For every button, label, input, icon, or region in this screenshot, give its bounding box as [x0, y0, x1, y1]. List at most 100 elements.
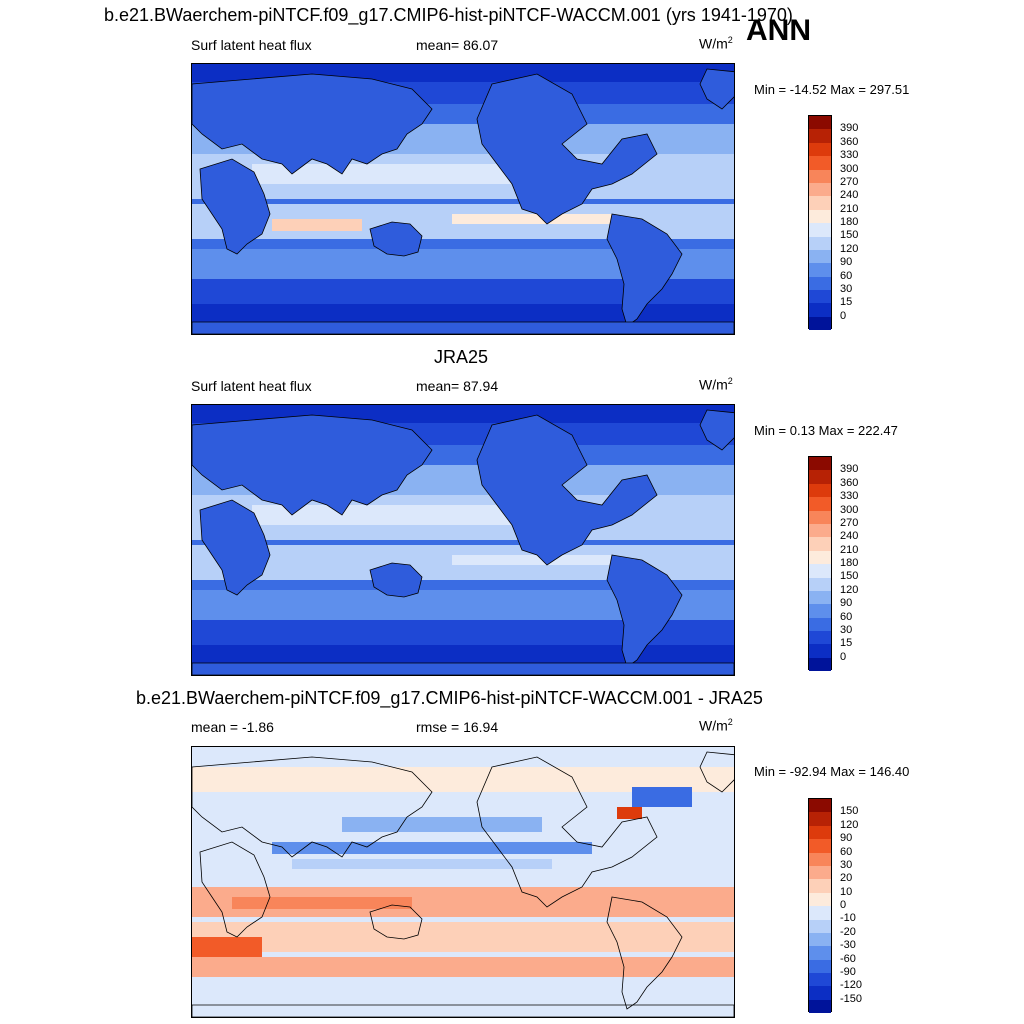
colorbar-swatch [809, 483, 831, 498]
colorbar-tick-label: 270 [840, 516, 859, 529]
colorbar-swatch [809, 510, 831, 524]
colorbar-swatch [809, 799, 831, 813]
panel-2-colorbar [808, 456, 832, 672]
colorbar-swatch [809, 932, 831, 947]
colorbar-tick-label: 120 [840, 818, 859, 831]
colorbar-tick-label: 210 [840, 543, 859, 556]
colorbar-tick-label: 30 [840, 282, 853, 295]
colorbar-swatch [809, 182, 831, 197]
colorbar-swatch [809, 812, 831, 826]
panel-1-units: W/m2 [699, 35, 733, 52]
colorbar-swatch [809, 825, 831, 840]
colorbar-tick-label: 300 [840, 503, 859, 516]
colorbar-tick-label: 240 [840, 189, 859, 202]
colorbar-tick-label: 330 [840, 149, 859, 162]
colorbar-swatch [809, 879, 831, 893]
colorbar-tick-label: 30 [840, 623, 853, 636]
colorbar-tick-label: 360 [840, 476, 859, 489]
colorbar-tick-label: 90 [840, 256, 853, 269]
colorbar-tick-label: 390 [840, 463, 859, 476]
panel-3-colorbar [808, 798, 832, 1014]
colorbar-swatch [809, 906, 831, 920]
colorbar-swatch [809, 892, 831, 907]
colorbar-swatch [809, 303, 831, 317]
colorbar-tick-label: 270 [840, 175, 859, 188]
colorbar-tick-label: 60 [840, 610, 853, 623]
panel-3-mean-label: mean = -1.86 [191, 719, 274, 735]
panel-1-variable-label: Surf latent heat flux [191, 37, 312, 53]
colorbar-tick-label: 150 [840, 570, 859, 583]
colorbar-swatch [809, 316, 831, 331]
panel-2-mean-label: mean= 87.94 [416, 378, 499, 394]
colorbar-swatch [809, 129, 831, 143]
colorbar-tick-label: 180 [840, 557, 859, 569]
colorbar-tick-label: -90 [840, 965, 856, 978]
colorbar-swatch [809, 196, 831, 210]
colorbar-swatch [809, 263, 831, 277]
colorbar-swatch [809, 959, 831, 974]
colorbar-swatch [809, 644, 831, 658]
panel-1-minmax: Min = -14.52 Max = 297.51 [754, 82, 910, 97]
panel-1-title: b.e21.BWaerchem-piNTCF.f09_g17.CMIP6-his… [104, 5, 793, 25]
panel-3-units: W/m2 [699, 717, 733, 734]
colorbar-swatch [809, 919, 831, 933]
colorbar-tick-label: 15 [840, 637, 853, 650]
colorbar-swatch [809, 497, 831, 511]
colorbar-tick-label: 120 [840, 583, 859, 596]
panel-3-rmse-label: rmse = 16.94 [416, 719, 499, 735]
colorbar-swatch [809, 523, 831, 538]
colorbar-tick-label: -120 [840, 979, 863, 992]
colorbar-swatch [809, 249, 831, 264]
colorbar-tick-label: 180 [840, 216, 859, 228]
colorbar-tick-label: 330 [840, 490, 859, 503]
colorbar-swatch [809, 550, 831, 565]
colorbar-swatch [809, 604, 831, 618]
colorbar-swatch [809, 577, 831, 591]
colorbar-tick-label: 210 [840, 202, 859, 215]
colorbar-swatch [809, 590, 831, 605]
colorbar-tick-label: -150 [840, 992, 863, 1005]
colorbar-tick-label: 60 [840, 269, 853, 282]
panel-1-mean-label: mean= 86.07 [416, 37, 499, 53]
colorbar-swatch [809, 209, 831, 224]
colorbar-tick-label: -30 [840, 939, 856, 952]
panel-3-minmax: Min = -92.94 Max = 146.40 [754, 764, 910, 779]
colorbar-swatch [809, 276, 831, 291]
colorbar-swatch [809, 986, 831, 1000]
colorbar-swatch [809, 631, 831, 645]
colorbar-swatch [809, 657, 831, 672]
season-label: ANN [746, 14, 811, 47]
colorbar-tick-label: 120 [840, 242, 859, 255]
colorbar-tick-label: 90 [840, 832, 853, 845]
colorbar-swatch [809, 236, 831, 250]
colorbar-tick-label: 240 [840, 530, 859, 543]
colorbar-tick-label: 60 [840, 845, 853, 858]
colorbar-tick-label: 20 [840, 872, 853, 885]
colorbar-tick-label: -60 [840, 952, 856, 965]
panel-2-variable-label: Surf latent heat flux [191, 378, 312, 394]
colorbar-tick-label: 30 [840, 858, 853, 871]
panel-2-units: W/m2 [699, 376, 733, 393]
panel-2-title: JRA25 [434, 347, 489, 367]
colorbar-tick-label: 90 [840, 597, 853, 610]
colorbar-swatch [809, 156, 831, 170]
panel-2-minmax: Min = 0.13 Max = 222.47 [754, 423, 898, 438]
colorbar-tick-label: 0 [840, 899, 847, 911]
colorbar-tick-label: 390 [840, 122, 859, 135]
colorbar-tick-label: 360 [840, 135, 859, 148]
panel-1-colorbar [808, 115, 832, 331]
panel-1-map [191, 63, 735, 335]
panel-2-map [191, 404, 735, 676]
panel-3-map [191, 746, 735, 1018]
colorbar-swatch [809, 537, 831, 551]
colorbar-swatch [809, 142, 831, 157]
colorbar-swatch [809, 973, 831, 987]
colorbar-swatch [809, 223, 831, 237]
colorbar-tick-label: 0 [840, 309, 847, 322]
colorbar-tick-label: 150 [840, 229, 859, 242]
colorbar-tick-label: -20 [840, 925, 856, 938]
colorbar-swatch [809, 865, 831, 880]
colorbar-swatch [809, 470, 831, 484]
colorbar-tick-label: 10 [840, 885, 853, 898]
colorbar-tick-label: 0 [840, 650, 847, 663]
